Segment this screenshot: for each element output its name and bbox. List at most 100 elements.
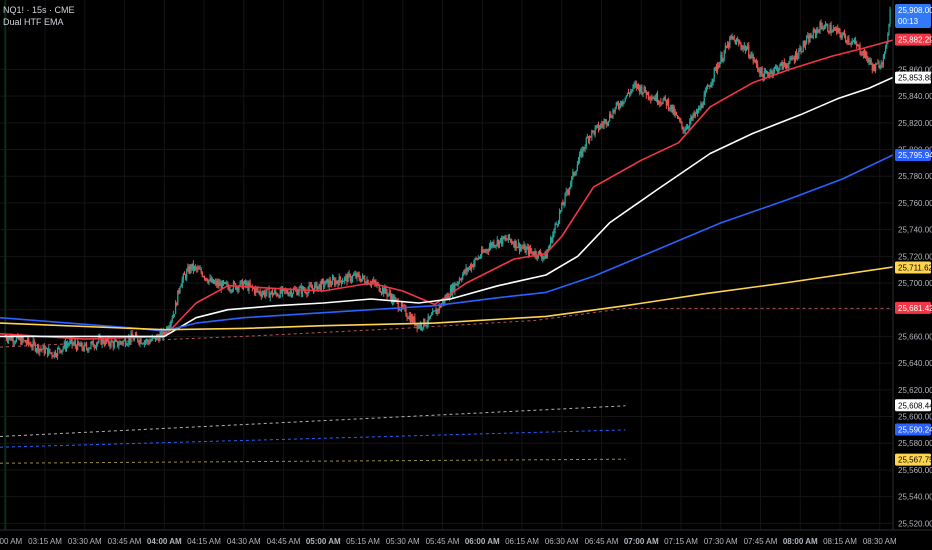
candle-body (302, 287, 305, 291)
candle-body (501, 238, 503, 245)
htf-level-line (0, 429, 626, 448)
candle-body (816, 29, 818, 35)
time-axis[interactable]: 03:00 AM 03:15 AM 03:30 AM 03:45 AM 04:00 AM… (0, 537, 897, 546)
candle-body (329, 280, 331, 284)
candle-body (623, 101, 625, 103)
candle-body (339, 276, 341, 281)
symbol-title[interactable]: NQ1! · 15s · CME (3, 5, 75, 15)
candle-body (349, 274, 351, 281)
candle-body (324, 284, 326, 287)
candle-body (574, 173, 576, 176)
candle-body (844, 35, 847, 41)
candle-body (183, 274, 186, 275)
candle-body (122, 340, 124, 344)
candle-body (90, 343, 92, 348)
candle-body (208, 279, 210, 283)
candle-body (388, 292, 390, 294)
candle-body (806, 37, 808, 44)
price-badge-label: 25,608.44 (898, 401, 932, 410)
candle-body (363, 275, 365, 279)
candle-body (803, 41, 805, 47)
candle-body (464, 270, 466, 273)
candle-body (33, 341, 35, 344)
candle-body (426, 323, 428, 326)
candle-body (400, 303, 403, 310)
candle-body (607, 120, 610, 124)
candle-body (368, 283, 370, 285)
candle-body (841, 35, 843, 38)
candle-body (793, 58, 795, 61)
candle-body (319, 283, 321, 290)
candle-body (99, 336, 101, 338)
candle-body (218, 282, 220, 286)
htf-level-line (0, 458, 626, 464)
candle-body (384, 286, 386, 294)
time-tick-label: 03:15 AM (28, 537, 62, 546)
candle-body (51, 353, 53, 356)
candle-body (792, 58, 794, 60)
price-tick-label: 25,540.00 (898, 493, 932, 502)
candle-body (467, 268, 469, 271)
time-tick-label: 04:30 AM (227, 537, 261, 546)
candle-body (660, 101, 662, 104)
candle-body (848, 38, 850, 44)
candle-body (442, 300, 444, 304)
candle-body (888, 23, 890, 34)
candle-body (678, 118, 680, 120)
candle-body (457, 282, 459, 284)
candle-body (856, 43, 858, 47)
candle-body (430, 314, 433, 316)
candle-body (50, 352, 52, 354)
candle-body (120, 341, 122, 343)
candle-body (851, 41, 853, 44)
candle-body (408, 315, 410, 319)
candle-body (62, 347, 64, 350)
candle-body (817, 29, 819, 31)
candle-body (350, 279, 353, 281)
candle-body (325, 280, 327, 285)
candle-body (587, 137, 590, 141)
candle-body (508, 234, 511, 240)
candle-body (355, 273, 357, 278)
candle-body (807, 35, 809, 38)
candle-body (169, 325, 171, 328)
candle-body (336, 280, 338, 283)
candle-body (492, 242, 494, 247)
candle-body (182, 274, 184, 280)
candle-body (445, 297, 447, 300)
candle-body (483, 251, 485, 253)
candle-body (422, 327, 424, 329)
candle-body (777, 66, 779, 72)
candle-body (39, 348, 41, 353)
candle-body (373, 280, 375, 282)
time-tick-label: 05:30 AM (386, 537, 420, 546)
price-badge: 25,853.88 (895, 71, 932, 84)
candle-body (386, 291, 388, 296)
candle-body (346, 275, 348, 283)
candle-body (843, 32, 846, 36)
price-badge: 25,590.24 (895, 423, 932, 436)
candle-body (315, 282, 317, 285)
candle-body (631, 89, 633, 92)
candle-body (19, 337, 21, 340)
candle-body (860, 53, 862, 55)
candle-body (101, 338, 103, 345)
candle-body (705, 88, 708, 91)
candle-body (461, 279, 463, 281)
candle-body (588, 136, 591, 141)
candle-body (810, 35, 812, 38)
candle-body (573, 171, 575, 176)
candle-body (158, 337, 160, 341)
candle-body (22, 337, 24, 341)
candle-body (704, 90, 706, 95)
candle-body (14, 341, 16, 343)
candle-body (267, 288, 269, 290)
indicator-title[interactable]: Dual HTF EMA (3, 17, 64, 27)
candle-body (105, 338, 108, 342)
candle-body (188, 267, 190, 273)
candle-body (424, 318, 426, 326)
candle-body (15, 337, 18, 342)
candle-body (104, 338, 107, 345)
candle-body (211, 279, 213, 283)
